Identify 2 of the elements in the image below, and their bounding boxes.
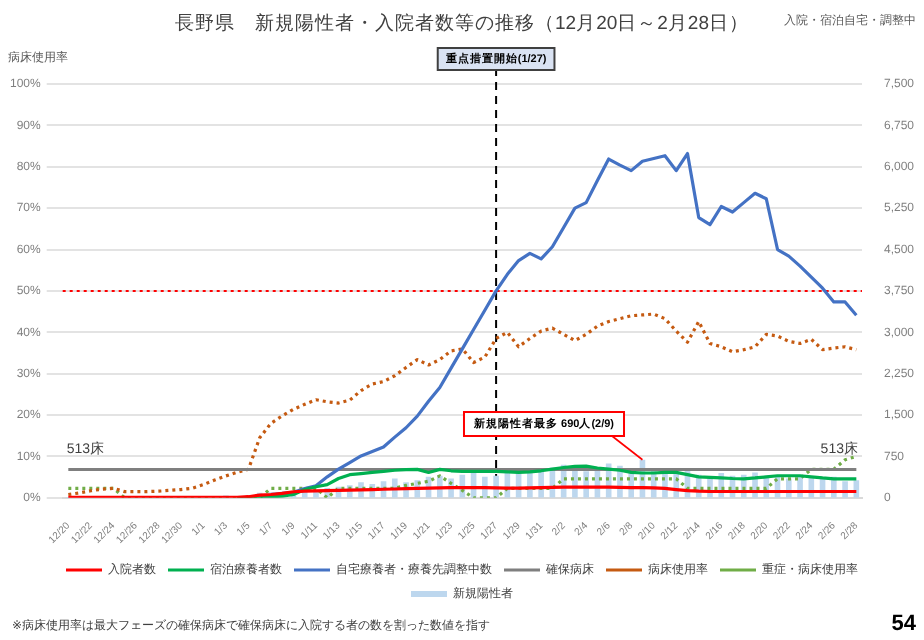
chart-title: 長野県 新規陽性者・入院者数等の推移（12月20日～2月28日） [175,11,749,36]
text: 54 [891,612,918,637]
